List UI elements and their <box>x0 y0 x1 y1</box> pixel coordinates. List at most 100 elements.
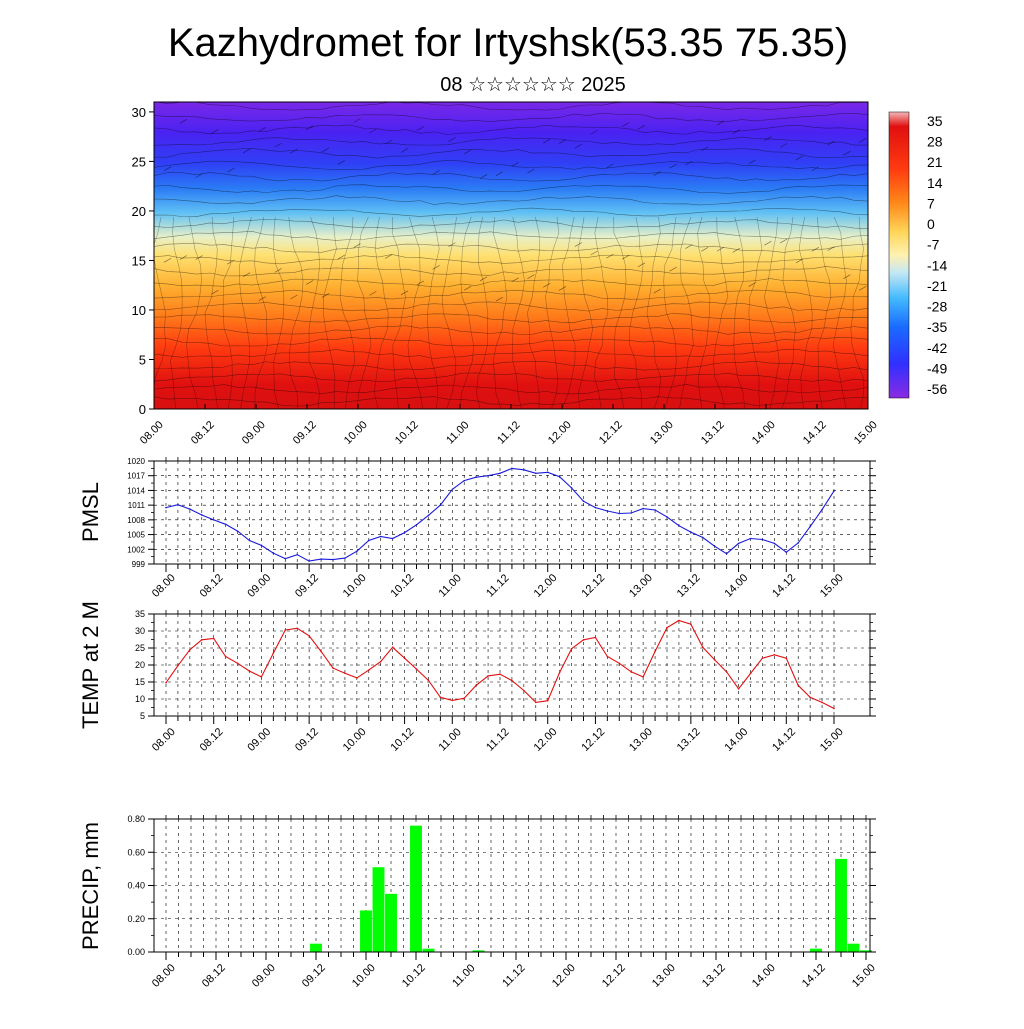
chart-title: Kazhydromet for Irtyshsk(53.35 75.35) <box>168 21 848 65</box>
colorbar-label: 7 <box>927 195 935 211</box>
y-tick-label: 30 <box>135 626 145 636</box>
streamline <box>817 216 832 409</box>
pmsl-point <box>320 558 322 560</box>
streamline <box>154 396 868 407</box>
wind-barb <box>242 148 251 154</box>
x-tick-label: 14.00 <box>722 726 750 754</box>
x-tick-label: 11.12 <box>484 726 511 753</box>
y-tick-label: 0 <box>139 402 146 417</box>
streamline <box>663 216 677 409</box>
streamline <box>154 266 868 277</box>
pmsl-point <box>773 542 776 545</box>
colorbar-label: -28 <box>927 299 947 315</box>
streamline <box>239 216 252 409</box>
wind-barb <box>369 291 377 296</box>
wind-barb <box>669 163 677 169</box>
temp-point <box>666 626 668 629</box>
pmsl-point <box>809 525 811 528</box>
colorbar-label: 14 <box>927 175 943 191</box>
temp-point <box>487 675 489 677</box>
pmsl-point <box>308 560 310 562</box>
temp-point <box>797 684 800 687</box>
x-tick-label: 11.00 <box>444 419 471 446</box>
pmsl-point <box>475 476 477 478</box>
temp-point <box>821 701 823 704</box>
streamline <box>204 216 219 409</box>
y-tick-label: 5 <box>139 352 146 367</box>
wind-barb <box>242 272 251 278</box>
y-tick-label: 1008 <box>127 516 145 525</box>
y-tick-label: 0.60 <box>127 847 145 857</box>
x-tick-label: 11.00 <box>436 726 463 753</box>
precip-grid <box>154 818 870 953</box>
x-tick-label: 10.00 <box>341 726 369 754</box>
y-tick-label: 25 <box>135 643 145 653</box>
cross-section-panel: 0 5 10 15 20 25 30 08.00 08.12 09.00 09.12 10.00 10… <box>132 101 880 447</box>
streamline <box>154 360 868 371</box>
pmsl-point <box>248 539 251 542</box>
temp-series <box>165 619 835 710</box>
wind-barb <box>527 168 535 174</box>
temp-point <box>403 657 406 659</box>
x-tick-label: 14.00 <box>750 419 778 447</box>
wind-barb <box>432 265 440 270</box>
pmsl-point <box>165 506 167 509</box>
wind-barb <box>811 247 819 252</box>
wind-barb <box>622 254 630 260</box>
y-tick-label: 0.20 <box>127 914 145 924</box>
temp-point <box>439 696 442 699</box>
y-tick-label: 30 <box>132 105 146 120</box>
pmsl-point <box>701 536 704 539</box>
pmsl-point <box>403 531 406 534</box>
streamline <box>154 325 868 335</box>
streamline <box>154 172 868 182</box>
pmsl-point <box>785 551 788 554</box>
pmsl-axes: 999 1002 1005 1008 1011 1014 1017 1020 08.00 08.1… <box>127 457 876 600</box>
y-tick-label: 10 <box>132 303 146 318</box>
temp-point <box>642 676 644 678</box>
wind-barb <box>290 294 298 300</box>
x-tick-label: 09.00 <box>240 419 268 447</box>
x-tick-label: 09.12 <box>293 572 321 600</box>
wind-barb <box>337 160 345 165</box>
streamline <box>154 195 868 206</box>
x-tick-label: 15.00 <box>850 962 878 990</box>
temp-point <box>415 668 418 670</box>
pmsl-point <box>499 472 501 475</box>
temp-point <box>570 647 573 650</box>
streamline <box>697 216 711 409</box>
temp-panel: TEMP at 2 M 5 10 15 20 25 30 35 08.00 08.12 09.00… <box>78 601 876 754</box>
wind-barb <box>353 243 361 248</box>
y-tick-label: 1014 <box>127 486 145 495</box>
temp-point <box>427 679 430 682</box>
pmsl-point <box>356 550 358 553</box>
temp-point <box>690 623 692 625</box>
wind-barb <box>716 246 725 252</box>
x-tick-label: 14.12 <box>801 419 829 447</box>
pmsl-point <box>344 557 346 559</box>
streamline <box>154 159 868 170</box>
y-tick-label: 15 <box>135 677 145 687</box>
temp-point <box>391 646 394 649</box>
wind-barb <box>179 255 187 260</box>
colorbar-label: -14 <box>927 257 947 273</box>
cross-section-y-axis: 0 5 10 15 20 25 30 <box>132 105 154 417</box>
x-tick-label: 11.12 <box>484 572 511 599</box>
pmsl-point <box>713 545 716 548</box>
streamline <box>594 216 609 409</box>
x-tick-label: 13.12 <box>675 726 703 754</box>
x-tick-label: 14.12 <box>770 726 798 754</box>
pmsl-point <box>678 524 680 527</box>
y-tick-label: 0.40 <box>127 881 145 891</box>
temp-point <box>189 648 191 651</box>
temp-point <box>654 650 656 653</box>
pmsl-point <box>654 509 656 511</box>
wind-barb <box>274 268 282 273</box>
temp-point <box>582 639 585 641</box>
temp-point <box>296 627 299 630</box>
wind-barb <box>306 125 314 130</box>
temp-point <box>356 677 358 679</box>
wind-barb <box>574 143 582 149</box>
pmsl-point <box>391 537 394 540</box>
